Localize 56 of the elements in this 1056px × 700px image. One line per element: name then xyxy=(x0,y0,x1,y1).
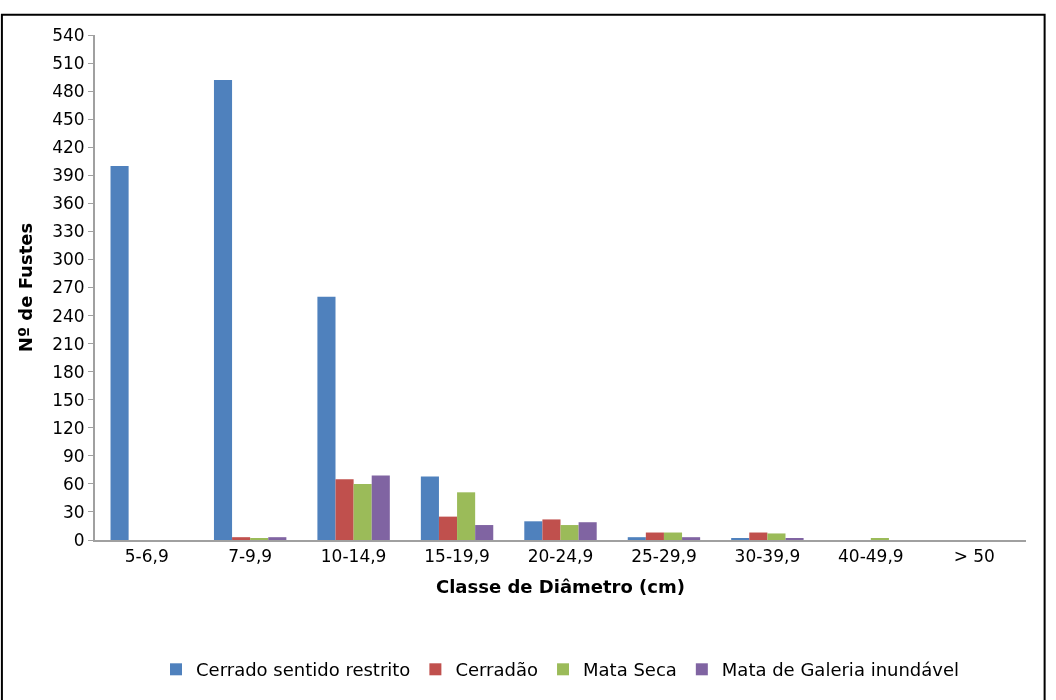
x-tick-label: 30-39,9 xyxy=(734,546,801,567)
y-tick-label: 360 xyxy=(52,193,85,214)
bar xyxy=(475,525,494,540)
bar xyxy=(645,532,664,540)
legend-label: Mata Seca xyxy=(583,659,677,681)
y-tick-label: 450 xyxy=(52,109,85,130)
y-tick-label: 150 xyxy=(52,389,85,410)
y-tick-label: 240 xyxy=(52,305,85,326)
bar xyxy=(627,537,646,540)
y-axis-title: Nº de Fustes xyxy=(14,222,36,353)
bar xyxy=(438,516,458,540)
y-tick-label: 270 xyxy=(52,277,85,298)
bar xyxy=(232,537,251,540)
y-tick-label: 300 xyxy=(52,249,85,270)
x-tick-label: 40-49,9 xyxy=(838,546,904,567)
bar xyxy=(371,475,390,540)
y-tick-label: 390 xyxy=(52,165,85,186)
legend-label: Mata de Galeria inundável xyxy=(721,659,960,681)
x-tick-label: 15-19,9 xyxy=(424,546,490,567)
bar xyxy=(663,532,683,540)
bar xyxy=(353,483,372,540)
x-tick-label: > 50 xyxy=(953,546,995,567)
bar xyxy=(457,492,476,540)
x-tick-label: 10-14,9 xyxy=(320,546,387,567)
y-tick-label: 330 xyxy=(52,221,85,242)
y-tick-label: 480 xyxy=(52,81,85,102)
x-axis-title: Classe de Diâmetro (cm) xyxy=(435,576,686,597)
y-tick-label: 30 xyxy=(62,501,85,522)
y-tick-label: 120 xyxy=(52,417,85,438)
y-tick-label: 180 xyxy=(52,361,85,382)
x-tick-label: 25-29,9 xyxy=(631,546,697,567)
y-tick-label: 210 xyxy=(52,333,85,354)
legend-label: Cerradão xyxy=(455,659,539,681)
y-tick-label: 0 xyxy=(73,529,85,550)
y-tick-label: 90 xyxy=(62,445,85,466)
y-tick-label: 60 xyxy=(62,473,85,494)
bar xyxy=(542,519,561,540)
bar xyxy=(110,165,129,540)
bar xyxy=(213,79,233,540)
bar xyxy=(420,476,439,540)
bar xyxy=(682,537,701,540)
bar xyxy=(767,533,786,540)
x-tick-label: 5-6,9 xyxy=(124,546,169,567)
y-tick-label: 540 xyxy=(52,24,85,45)
bar xyxy=(560,525,579,540)
x-tick-label: 7-9,9 xyxy=(228,546,273,567)
legend-label: Cerrado sentido restrito xyxy=(196,659,411,681)
bar xyxy=(578,522,597,540)
bar xyxy=(749,532,768,540)
bar xyxy=(335,479,354,540)
bar xyxy=(268,537,287,540)
y-tick-label: 510 xyxy=(52,53,85,74)
x-tick-label: 20-24,9 xyxy=(527,546,594,567)
y-tick-label: 420 xyxy=(52,137,85,158)
bar xyxy=(317,296,336,540)
bar xyxy=(524,521,543,540)
